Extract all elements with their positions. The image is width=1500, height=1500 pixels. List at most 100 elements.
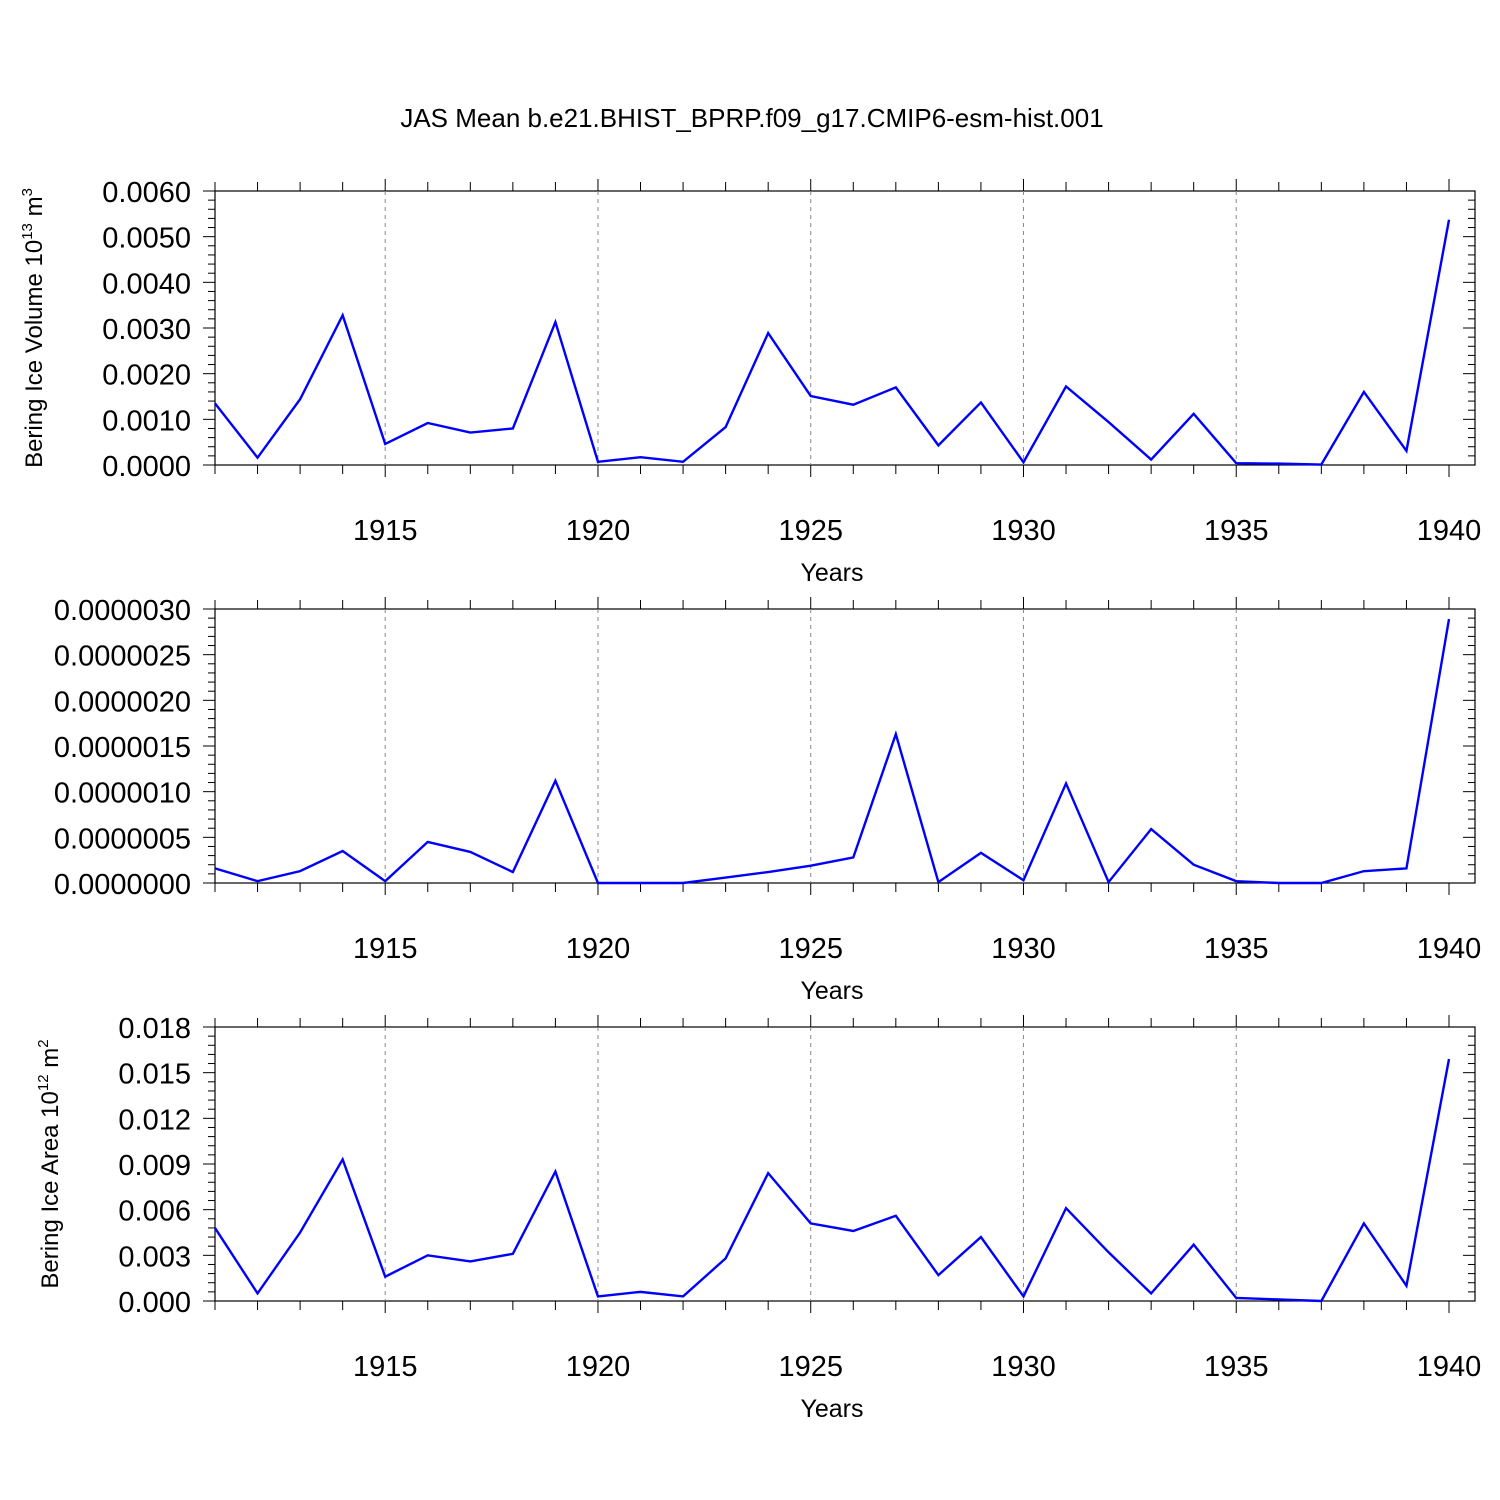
x-tick-label: 1930 xyxy=(991,933,1056,965)
y-tick-label: 0.0000005 xyxy=(54,823,191,855)
data-point xyxy=(469,851,471,853)
series-line xyxy=(213,1058,1451,1303)
y-tick-label: 0.0000010 xyxy=(54,778,191,810)
data-point xyxy=(299,398,301,400)
y-tick-label: 0.006 xyxy=(118,1196,191,1228)
data-point xyxy=(640,882,642,884)
data-point xyxy=(384,1276,386,1278)
chart-panel-2: 1915 1920 1925 1930 1935 1940 Years 0.0000000 0.… xyxy=(54,595,1481,1005)
data-point xyxy=(257,1292,259,1294)
x-tick-label: 1920 xyxy=(566,1351,631,1383)
y-axis-title-unit: m xyxy=(37,1048,64,1075)
data-point xyxy=(1405,450,1407,452)
y-tick-label: 0.0020 xyxy=(102,360,191,392)
y-tick-label: 0.0000 xyxy=(102,451,191,483)
data-point xyxy=(384,880,386,882)
x-tick-label: 1925 xyxy=(778,1351,843,1383)
data-point xyxy=(852,404,854,406)
data-point xyxy=(554,780,556,782)
x-axis-title: Years xyxy=(800,1395,863,1423)
data-point xyxy=(1363,870,1365,872)
y-tick-label: 0.0000025 xyxy=(54,641,191,673)
figure-title: JAS Mean b.e21.BHIST_BPRP.f09_g17.CMIP6-… xyxy=(400,103,1103,133)
data-point xyxy=(512,871,514,873)
data-point xyxy=(597,461,599,463)
data-point xyxy=(1150,459,1152,461)
x-tick-label: 1925 xyxy=(778,515,843,547)
data-point xyxy=(852,1230,854,1232)
data-point xyxy=(1363,391,1365,393)
data-point xyxy=(554,1171,556,1173)
plot-frame xyxy=(214,608,1476,884)
data-point xyxy=(767,1172,769,1174)
data-point xyxy=(980,1236,982,1238)
y-tick-label: 0.003 xyxy=(118,1241,191,1273)
data-point xyxy=(1065,385,1067,387)
data-point xyxy=(682,882,684,884)
x-tick-label: 1925 xyxy=(778,933,843,965)
chart-panel-3: 1915 1920 1925 1930 1935 1940 Years 0.000 0.003 0… xyxy=(35,1013,1481,1423)
data-point xyxy=(1448,1058,1450,1060)
x-tick-label: 1915 xyxy=(353,515,418,547)
data-point xyxy=(1320,882,1322,884)
data-point xyxy=(1065,1207,1067,1209)
data-point xyxy=(342,314,344,316)
y-tick-label: 0.0030 xyxy=(102,314,191,346)
x-tick-label: 1940 xyxy=(1417,515,1482,547)
data-point xyxy=(937,881,939,883)
data-point xyxy=(299,1232,301,1234)
x-tick-label: 1915 xyxy=(353,1351,418,1383)
y-axis-title: Bering Ice Volume 1013 m3 xyxy=(19,188,48,468)
data-point xyxy=(1363,1222,1365,1224)
data-point xyxy=(640,1291,642,1293)
data-point xyxy=(597,882,599,884)
x-tick-label: 1915 xyxy=(353,933,418,965)
data-point xyxy=(1193,413,1195,415)
data-point xyxy=(980,852,982,854)
data-point xyxy=(1448,618,1450,620)
y-axis-title-text: Bering Ice Area 10 xyxy=(37,1091,64,1288)
y-tick-label: 0.0010 xyxy=(102,405,191,437)
plot-frame xyxy=(214,190,1476,466)
data-point xyxy=(725,877,727,879)
y-axis-title-unit-exponent: 2 xyxy=(35,1039,52,1047)
data-point xyxy=(1108,881,1110,883)
y-axis-title: Bering Ice Area 1012 m2 xyxy=(35,1039,64,1288)
data-point xyxy=(257,880,259,882)
data-point xyxy=(1278,882,1280,884)
data-point xyxy=(214,1227,216,1229)
x-tick-label: 1935 xyxy=(1204,933,1269,965)
y-tick-label: 0.0050 xyxy=(102,223,191,255)
data-point xyxy=(895,386,897,388)
data-point xyxy=(682,1295,684,1297)
y-tick-label: 0.0000030 xyxy=(54,595,191,627)
data-point xyxy=(512,427,514,429)
data-point xyxy=(342,850,344,852)
data-point xyxy=(895,1215,897,1217)
x-axis-title: Years xyxy=(800,977,863,1005)
data-point xyxy=(469,1260,471,1262)
y-axis-title-exponent: 13 xyxy=(19,223,36,240)
x-tick-label: 1920 xyxy=(566,515,631,547)
y-tick-label: 0.015 xyxy=(118,1059,191,1091)
data-point xyxy=(427,422,429,424)
y-axis-title-exponent: 12 xyxy=(35,1074,52,1091)
data-point xyxy=(1278,1298,1280,1300)
data-point xyxy=(810,865,812,867)
data-point xyxy=(384,443,386,445)
x-tick-label: 1930 xyxy=(991,1351,1056,1383)
data-point xyxy=(1193,1244,1195,1246)
y-tick-label: 0.0060 xyxy=(102,177,191,209)
y-axis-title-unit-exponent: 3 xyxy=(19,188,36,196)
data-point xyxy=(1320,464,1322,466)
data-point xyxy=(469,432,471,434)
data-point xyxy=(554,321,556,323)
data-point xyxy=(980,401,982,403)
data-point xyxy=(214,402,216,404)
series-line xyxy=(214,618,1451,885)
panels: 1915 1920 1925 1930 1935 1940 Years 0.0000 0.001… xyxy=(19,177,1481,1423)
data-point xyxy=(1150,828,1152,830)
x-tick-label: 1940 xyxy=(1417,1351,1482,1383)
data-point xyxy=(852,856,854,858)
